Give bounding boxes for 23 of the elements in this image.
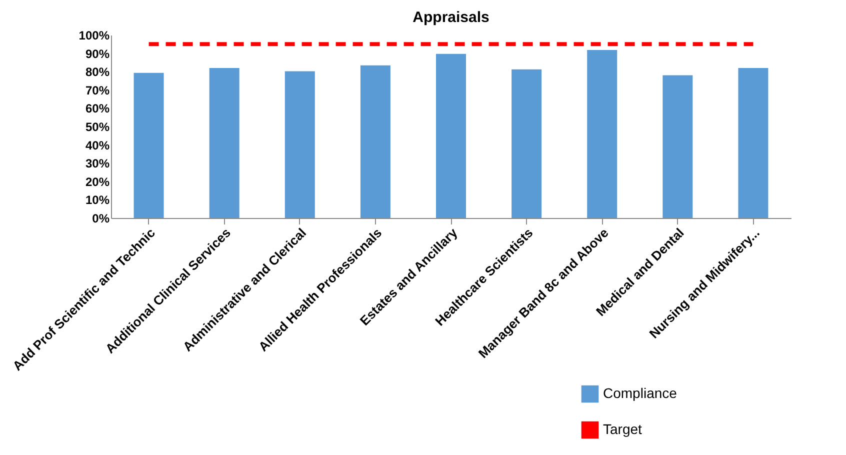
bar xyxy=(512,69,542,218)
bar xyxy=(209,68,240,218)
y-tick-label: 90% xyxy=(85,46,110,61)
y-tick-label: 100% xyxy=(78,28,110,42)
legend-label: Target xyxy=(603,421,642,437)
y-tick-label: 0% xyxy=(92,212,110,226)
bar xyxy=(587,50,618,218)
y-tick-label: 30% xyxy=(85,156,110,171)
y-tick-label: 80% xyxy=(85,65,110,80)
y-tick-label: 40% xyxy=(85,138,110,152)
y-tick-label: 60% xyxy=(85,102,110,116)
chart-title: Appraisals xyxy=(412,9,490,26)
y-tick-label: 50% xyxy=(85,120,110,134)
bar xyxy=(284,71,315,218)
bar xyxy=(360,65,390,218)
bar xyxy=(738,68,768,218)
y-tick-label: 20% xyxy=(85,174,110,189)
y-tick-label: 70% xyxy=(85,83,110,98)
bar xyxy=(134,72,164,218)
legend-label: Compliance xyxy=(603,385,678,401)
bar xyxy=(662,75,693,218)
y-tick-label: 10% xyxy=(85,193,110,208)
bar xyxy=(436,54,466,218)
